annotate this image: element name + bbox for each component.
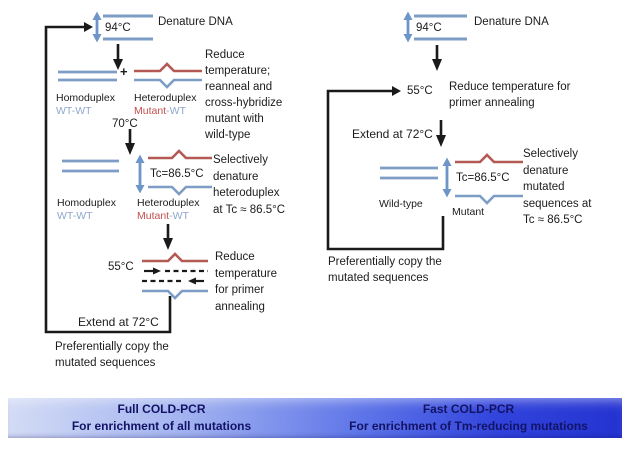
- left-loop-label: Preferentially copy the mutated sequence…: [55, 341, 169, 369]
- left-step2-annotation: Selectively denature heteroduplex at Tc …: [213, 154, 286, 216]
- right-wildtype-label: Wild-type: [379, 198, 423, 210]
- right-mutant-label: Mutant: [452, 206, 485, 218]
- right-denature-label: Denature DNA: [474, 16, 549, 28]
- left-step3-annotation: Reduce temperature for primer annealing: [215, 251, 278, 313]
- right-tc-label: Tc=86.5°C: [456, 172, 510, 184]
- right-extend-label: Extend at 72°C: [352, 127, 433, 141]
- wt-text: -WT: [169, 210, 189, 222]
- left-down-arrow-1-icon: [113, 44, 123, 70]
- right-denature-double-arrow-icon: [403, 11, 413, 43]
- left-homoduplex1-label: Homoduplex: [56, 92, 115, 104]
- wt-text: -WT: [166, 105, 186, 117]
- left-homoduplex-2-icon: [62, 159, 119, 173]
- right-step2-annotation: Selectively denature mutated sequences a…: [523, 148, 592, 226]
- right-down-arrow-1-icon: [432, 45, 442, 71]
- bottom-banner: Full COLD-PCR For enrichment of all muta…: [8, 398, 622, 438]
- left-tc-double-arrow-icon: [135, 154, 145, 194]
- left-denature-temp-label: 94°C: [105, 22, 131, 34]
- plus-sign: +: [120, 64, 128, 79]
- left-mutant-strand-top-icon: [142, 252, 208, 263]
- left-primer-forward-icon: [144, 267, 208, 275]
- left-heteroduplex2-sublabel: Mutant-WT: [137, 208, 189, 224]
- left-down-arrow-2-icon: [125, 129, 135, 155]
- right-tc-double-arrow-icon: [442, 157, 452, 198]
- right-mutant-duplex-icon: [455, 153, 523, 205]
- left-heteroduplex1-label: Heteroduplex: [134, 92, 197, 104]
- right-down-arrow-2-icon: [436, 120, 446, 147]
- banner-fast-cold-pcr: Fast COLD-PCR For enrichment of Tm-reduc…: [315, 398, 622, 438]
- right-cycle-loop-arrow: [326, 86, 445, 251]
- mutant-text: Mutant: [134, 105, 167, 117]
- left-homoduplex-1-icon: [58, 70, 117, 82]
- right-denatured-strands: [414, 14, 467, 41]
- left-denatured-strands: [103, 14, 153, 41]
- left-denature-label: Denature DNA: [158, 16, 233, 28]
- left-primer-temp-label: 55°C: [108, 261, 134, 273]
- right-wildtype-duplex-icon: [380, 166, 438, 180]
- fast-cold-pcr-subtitle: For enrichment of Tm-reducing mutations: [349, 419, 588, 433]
- left-step1-annotation: Reduce temperature; reanneal and cross-h…: [205, 49, 283, 141]
- left-extend-label: Extend at 72°C: [78, 315, 159, 329]
- mutant-text: Mutant: [137, 210, 170, 222]
- banner-full-cold-pcr: Full COLD-PCR For enrichment of all muta…: [8, 398, 315, 438]
- left-mutant-strand-bottom-icon: [142, 289, 208, 300]
- right-loop-label: Preferentially copy the mutated sequence…: [328, 256, 442, 284]
- right-primer-temp-label: 55°C: [407, 85, 433, 97]
- fast-cold-pcr-title: Fast COLD-PCR: [422, 402, 515, 416]
- left-homoduplex2-sublabel: WT-WT: [57, 210, 93, 222]
- full-cold-pcr-title: Full COLD-PCR: [117, 402, 206, 416]
- left-primer-reverse-icon: [142, 277, 204, 285]
- left-denature-double-arrow-icon: [92, 11, 102, 43]
- left-down-arrow-3-icon: [163, 224, 173, 250]
- left-heteroduplex-1-icon: [134, 62, 202, 89]
- left-anneal-temp-label: 70°C: [112, 118, 138, 130]
- left-tc-label: Tc=86.5°C: [150, 168, 204, 180]
- left-heteroduplex2-label: Heteroduplex: [137, 197, 200, 209]
- left-heteroduplex1-sublabel: Mutant-WT: [134, 103, 186, 119]
- left-homoduplex1-sublabel: WT-WT: [56, 105, 92, 117]
- full-cold-pcr-subtitle: For enrichment of all mutations: [71, 419, 252, 433]
- left-heteroduplex-2-icon: [148, 149, 212, 196]
- right-step1-annotation: Reduce temperature for primer annealing: [449, 81, 571, 109]
- right-denature-temp-label: 94°C: [416, 22, 442, 34]
- left-cycle-loop-arrow: [44, 22, 172, 334]
- left-homoduplex2-label: Homoduplex: [57, 197, 116, 209]
